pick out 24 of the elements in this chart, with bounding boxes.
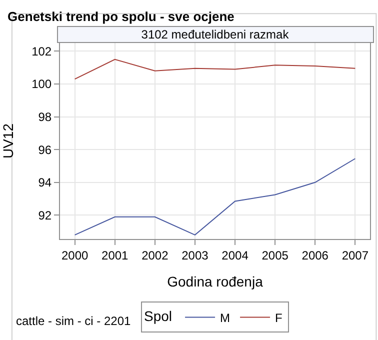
y-tick-label: 102 — [32, 44, 52, 58]
chart-subtitle: 3102 međutelidbeni razmak — [141, 28, 290, 42]
y-axis-title: UV12 — [0, 123, 16, 159]
y-tick-label: 94 — [38, 176, 52, 190]
text: cattle - sim - ci - 2201 — [16, 314, 132, 328]
y-tick-label: 92 — [38, 208, 52, 222]
x-tick-label: 2000 — [61, 248, 88, 262]
x-tick-label: 2003 — [182, 248, 209, 262]
legend-title: Spol — [144, 308, 172, 324]
x-tick-label: 2005 — [262, 248, 289, 262]
line-series — [74, 58, 356, 80]
y-tick-label: 98 — [38, 110, 52, 124]
x-tick-label: 2006 — [302, 248, 329, 262]
x-tick-label: 2007 — [342, 248, 369, 262]
x-tick-label: 2002 — [142, 248, 169, 262]
x-axis-title: Godina rođenja — [167, 274, 264, 290]
legend-label: F — [275, 310, 282, 325]
y-tick-label: 100 — [32, 77, 52, 92]
y-tick-label: 96 — [38, 142, 52, 157]
legend-label: M — [220, 310, 230, 325]
chart-title: Genetski trend po spolu - sve ocjene — [8, 9, 234, 24]
line-series — [74, 158, 356, 236]
x-tick-label: 2004 — [222, 248, 249, 262]
x-tick-label: 2001 — [102, 248, 129, 262]
